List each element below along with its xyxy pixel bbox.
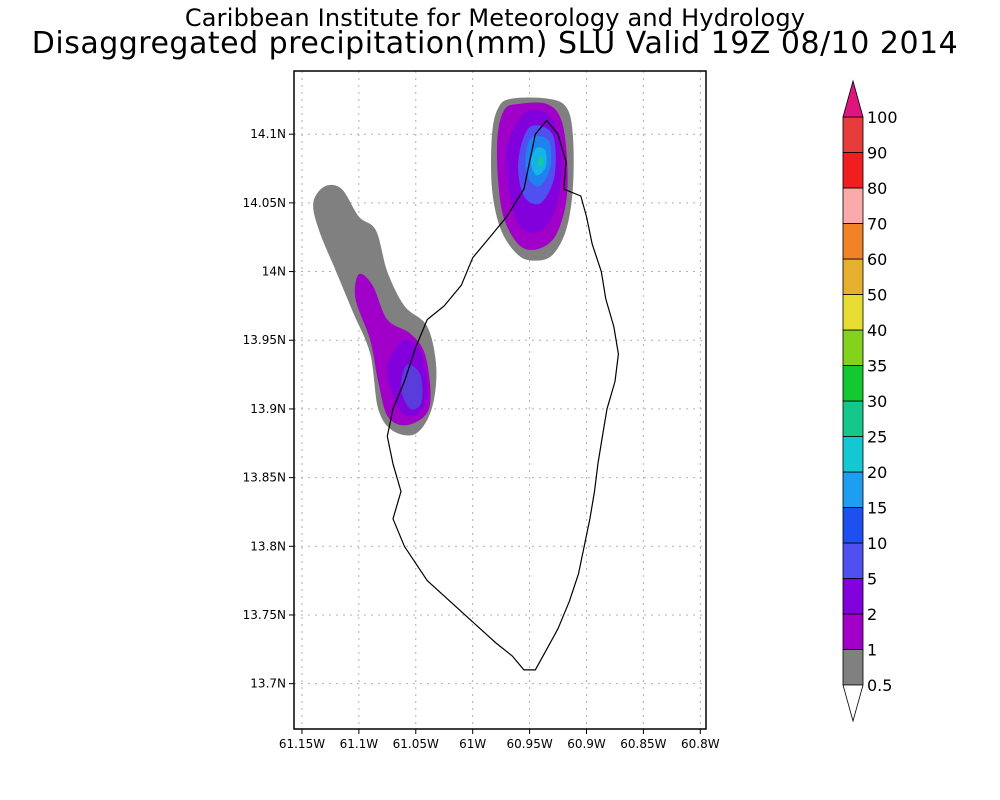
colorbar-label: 15 — [867, 499, 887, 518]
precip-contour-20-25 — [537, 155, 544, 167]
colorbar-label: 0.5 — [867, 676, 892, 695]
colorbar-label: 100 — [867, 108, 898, 127]
colorbar-segment — [842, 578, 864, 615]
colorbar-label: 20 — [867, 463, 887, 482]
latitude-tick-label: 13.85N — [243, 471, 286, 485]
colorbar-segment — [842, 365, 864, 402]
map-frame — [293, 70, 707, 730]
longitude-tick-label: 61.1W — [340, 737, 379, 751]
colorbar-label: 60 — [867, 250, 887, 269]
map-gridlines — [294, 71, 706, 729]
precipitation-contours — [313, 97, 574, 436]
colorbar-segment — [842, 649, 864, 686]
latitude-tick-label: 14.05N — [243, 196, 286, 210]
colorbar-label: 90 — [867, 144, 887, 163]
longitude-tick-labels: 61.15W 61.1W 61.05W 61W 60.95W 60.9W 60.85W 60.… — [279, 729, 720, 751]
longitude-tick-label: 60.9W — [567, 737, 606, 751]
island-coastline — [386, 119, 620, 671]
colorbar-segment — [842, 400, 864, 437]
island-outline — [386, 119, 620, 671]
colorbar-segment — [842, 542, 864, 579]
colorbar-label: 80 — [867, 179, 887, 198]
colorbar-label: 25 — [867, 428, 887, 447]
colorbar-under-arrow — [842, 684, 864, 723]
colorbar-label: 40 — [867, 321, 887, 340]
latitude-tick-label: 14N — [262, 265, 286, 279]
colorbar-segment — [842, 258, 864, 295]
colorbar-segment — [842, 613, 864, 650]
longitude-tick-label: 61W — [459, 737, 486, 751]
map-subtitle: Disaggregated precipitation(mm) SLU Vali… — [31, 26, 959, 61]
latitude-tick-labels: 14.1N 14.05N 14N 13.95N 13.9N 13.85N 13.8N 13.7… — [243, 127, 294, 691]
latitude-tick-label: 13.75N — [243, 608, 286, 622]
colorbar-label: 10 — [867, 534, 887, 553]
colorbar-segment — [842, 116, 864, 153]
longitude-tick-label: 61.05W — [393, 737, 439, 751]
colorbar-segment — [842, 507, 864, 544]
colorbar-label: 2 — [867, 605, 877, 624]
latitude-tick-label: 14.1N — [250, 127, 286, 141]
colorbar-label: 1 — [867, 641, 877, 660]
latitude-tick-label: 13.7N — [250, 677, 286, 691]
colorbar-over-arrow — [842, 79, 864, 118]
colorbar-label: 50 — [867, 286, 887, 305]
map-title: Caribbean Institute for Meteorology and … — [184, 4, 806, 32]
colorbar-label: 5 — [867, 570, 877, 589]
latitude-tick-label: 13.9N — [250, 402, 286, 416]
longitude-tick-label: 60.8W — [681, 737, 720, 751]
longitude-tick-label: 60.95W — [506, 737, 552, 751]
longitude-tick-label: 60.85W — [620, 737, 666, 751]
colorbar-label: 70 — [867, 215, 887, 234]
latitude-tick-label: 13.95N — [243, 333, 286, 347]
colorbar-segment — [842, 294, 864, 331]
colorbar-segment — [842, 187, 864, 224]
colorbar-segment — [842, 471, 864, 508]
colorbar-label: 35 — [867, 357, 887, 376]
longitude-tick-label: 61.15W — [279, 737, 325, 751]
latitude-tick-label: 13.8N — [250, 539, 286, 553]
colorbar-segment — [842, 223, 864, 260]
colorbar-segment — [842, 329, 864, 366]
colorbar-segment — [842, 436, 864, 473]
colorbar-label: 30 — [867, 392, 887, 411]
colorbar-segment — [842, 152, 864, 189]
